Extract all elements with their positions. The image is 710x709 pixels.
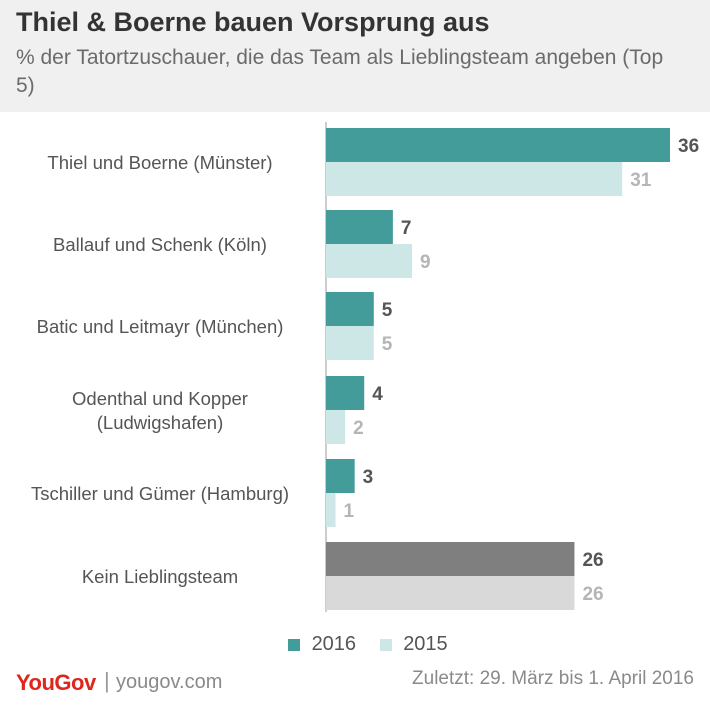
category-label-line: Thiel und Boerne (Münster) xyxy=(47,152,272,173)
category-label-line: Odenthal und Kopper xyxy=(72,388,248,409)
bar-2016-5 xyxy=(326,542,575,576)
bar-2016-1 xyxy=(326,210,393,244)
bar-2016-2 xyxy=(326,292,374,326)
bar-2016-3 xyxy=(326,376,365,410)
data-label-2016-4: 3 xyxy=(363,467,374,488)
category-label-3: Odenthal und Kopper (Ludwigshafen) xyxy=(72,388,248,433)
category-label-line: (Ludwigshafen) xyxy=(97,412,224,433)
bar-2015-2 xyxy=(326,326,374,360)
data-label-2016-0: 36 xyxy=(678,136,699,157)
data-label-2016-5: 26 xyxy=(582,550,603,571)
footer-url: yougov.com xyxy=(116,671,223,693)
bar-2015-5 xyxy=(326,576,575,610)
bar-2015-1 xyxy=(326,244,412,278)
data-label-2015-0: 31 xyxy=(630,170,652,191)
legend-label-2016: 2016 xyxy=(311,633,357,655)
category-label-0: Thiel und Boerne (Münster) xyxy=(47,152,272,173)
data-label-2015-1: 9 xyxy=(420,252,431,273)
category-label-line: Batic und Leitmayr (München) xyxy=(37,316,284,337)
category-label-line: Tschiller und Gümer (Hamburg) xyxy=(31,483,289,504)
data-label-2015-3: 2 xyxy=(353,418,364,439)
legend-item-2015: 2015 xyxy=(379,633,448,656)
data-label-2015-5: 26 xyxy=(582,584,603,605)
chart-title: Thiel & Boerne bauen Vorsprung aus xyxy=(16,7,490,37)
legend-swatch-2016 xyxy=(288,639,300,651)
category-label-line: Kein Lieblingsteam xyxy=(82,566,238,587)
legend-item-2016: 2016 xyxy=(288,633,356,656)
data-label-2015-2: 5 xyxy=(382,334,393,355)
yougov-logo: YouGov xyxy=(16,670,96,695)
legend: 2016 2015 xyxy=(288,633,466,656)
data-label-2016-1: 7 xyxy=(401,218,412,239)
bar-2016-4 xyxy=(326,459,355,493)
bar-2016-0 xyxy=(326,128,670,162)
category-label-line: Ballauf und Schenk (Köln) xyxy=(53,234,267,255)
data-label-2015-4: 1 xyxy=(344,501,355,522)
category-label-1: Ballauf und Schenk (Köln) xyxy=(53,234,267,255)
bar-2015-0 xyxy=(326,162,623,196)
category-label-4: Tschiller und Gümer (Hamburg) xyxy=(31,483,289,504)
data-label-2016-2: 5 xyxy=(382,300,393,321)
header-band: Thiel & Boerne bauen Vorsprung aus % der… xyxy=(0,0,710,112)
bar-chart: 36 31 Thiel und Boerne (Münster) 79 Ballauf … xyxy=(31,122,699,612)
footer-date: Zuletzt: 29. März bis 1. April 2016 xyxy=(412,668,694,689)
category-label-2: Batic und Leitmayr (München) xyxy=(37,316,284,337)
legend-label-2015: 2015 xyxy=(403,633,448,655)
footer-separator: | xyxy=(104,668,110,693)
chart-subtitle: % der Tatortzuschauer, die das Team als … xyxy=(16,46,664,97)
legend-swatch-2015 xyxy=(379,639,392,651)
data-label-2016-3: 4 xyxy=(372,384,383,405)
category-label-5: Kein Lieblingsteam xyxy=(82,566,238,587)
bar-2015-4 xyxy=(326,493,336,527)
bar-2015-3 xyxy=(326,410,346,444)
